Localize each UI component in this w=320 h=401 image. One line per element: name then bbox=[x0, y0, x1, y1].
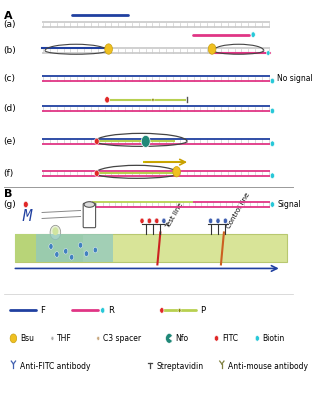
Text: No signal: No signal bbox=[277, 74, 313, 83]
Text: (f): (f) bbox=[4, 169, 14, 178]
Circle shape bbox=[160, 308, 164, 313]
Circle shape bbox=[51, 336, 54, 340]
Circle shape bbox=[216, 218, 220, 224]
Text: Anti-mouse antibody: Anti-mouse antibody bbox=[228, 362, 308, 371]
Circle shape bbox=[88, 201, 93, 208]
Circle shape bbox=[49, 244, 53, 249]
Circle shape bbox=[223, 218, 228, 224]
Circle shape bbox=[173, 166, 180, 177]
Circle shape bbox=[100, 308, 105, 313]
Circle shape bbox=[255, 336, 260, 341]
Text: (e): (e) bbox=[4, 137, 16, 146]
Circle shape bbox=[69, 255, 74, 260]
Text: Test line: Test line bbox=[165, 202, 184, 230]
Text: C3 spacer: C3 spacer bbox=[103, 334, 141, 343]
Text: M: M bbox=[23, 209, 32, 224]
Ellipse shape bbox=[84, 202, 95, 207]
Circle shape bbox=[267, 51, 270, 55]
Circle shape bbox=[97, 336, 100, 340]
Circle shape bbox=[50, 225, 61, 240]
Circle shape bbox=[251, 32, 255, 37]
Circle shape bbox=[141, 136, 150, 147]
Circle shape bbox=[23, 201, 28, 208]
Polygon shape bbox=[15, 235, 84, 262]
Circle shape bbox=[162, 218, 166, 224]
Circle shape bbox=[152, 98, 154, 101]
Circle shape bbox=[270, 108, 275, 114]
Circle shape bbox=[270, 78, 275, 84]
Text: (c): (c) bbox=[4, 74, 16, 83]
Circle shape bbox=[147, 218, 151, 224]
Circle shape bbox=[147, 218, 151, 224]
Text: Streptavidin: Streptavidin bbox=[156, 362, 204, 371]
Circle shape bbox=[78, 243, 83, 248]
Text: Nfo: Nfo bbox=[175, 334, 188, 343]
Text: (b): (b) bbox=[4, 46, 16, 55]
Circle shape bbox=[155, 218, 159, 224]
Text: (g): (g) bbox=[4, 200, 16, 209]
Text: A: A bbox=[4, 11, 12, 21]
Text: F: F bbox=[41, 306, 45, 315]
Text: Bsu: Bsu bbox=[20, 334, 34, 343]
Circle shape bbox=[55, 252, 59, 257]
Circle shape bbox=[178, 308, 181, 312]
Text: Anti-FITC antibody: Anti-FITC antibody bbox=[20, 362, 91, 371]
Circle shape bbox=[52, 227, 58, 235]
Circle shape bbox=[105, 97, 109, 103]
FancyBboxPatch shape bbox=[83, 203, 96, 228]
Circle shape bbox=[209, 218, 213, 224]
Text: Biotin: Biotin bbox=[263, 334, 285, 343]
Text: Signal: Signal bbox=[277, 200, 301, 209]
Text: THF: THF bbox=[57, 334, 72, 343]
Circle shape bbox=[155, 218, 159, 224]
Circle shape bbox=[270, 202, 275, 207]
Circle shape bbox=[140, 218, 144, 224]
Circle shape bbox=[94, 170, 99, 176]
Text: P: P bbox=[200, 306, 205, 315]
Circle shape bbox=[214, 336, 219, 341]
Circle shape bbox=[84, 251, 89, 257]
Circle shape bbox=[270, 173, 275, 178]
Text: (d): (d) bbox=[4, 104, 16, 113]
Polygon shape bbox=[15, 235, 287, 262]
Polygon shape bbox=[36, 235, 113, 262]
Text: Control line: Control line bbox=[225, 192, 251, 230]
Text: B: B bbox=[4, 188, 12, 198]
Circle shape bbox=[94, 138, 99, 144]
Circle shape bbox=[208, 44, 216, 54]
Text: (a): (a) bbox=[4, 20, 16, 29]
Text: R: R bbox=[108, 306, 115, 315]
Circle shape bbox=[64, 249, 68, 254]
Circle shape bbox=[270, 141, 275, 146]
Wedge shape bbox=[166, 334, 172, 343]
Circle shape bbox=[10, 334, 17, 343]
Circle shape bbox=[105, 44, 112, 54]
Text: FITC: FITC bbox=[222, 334, 238, 343]
Circle shape bbox=[93, 247, 97, 253]
